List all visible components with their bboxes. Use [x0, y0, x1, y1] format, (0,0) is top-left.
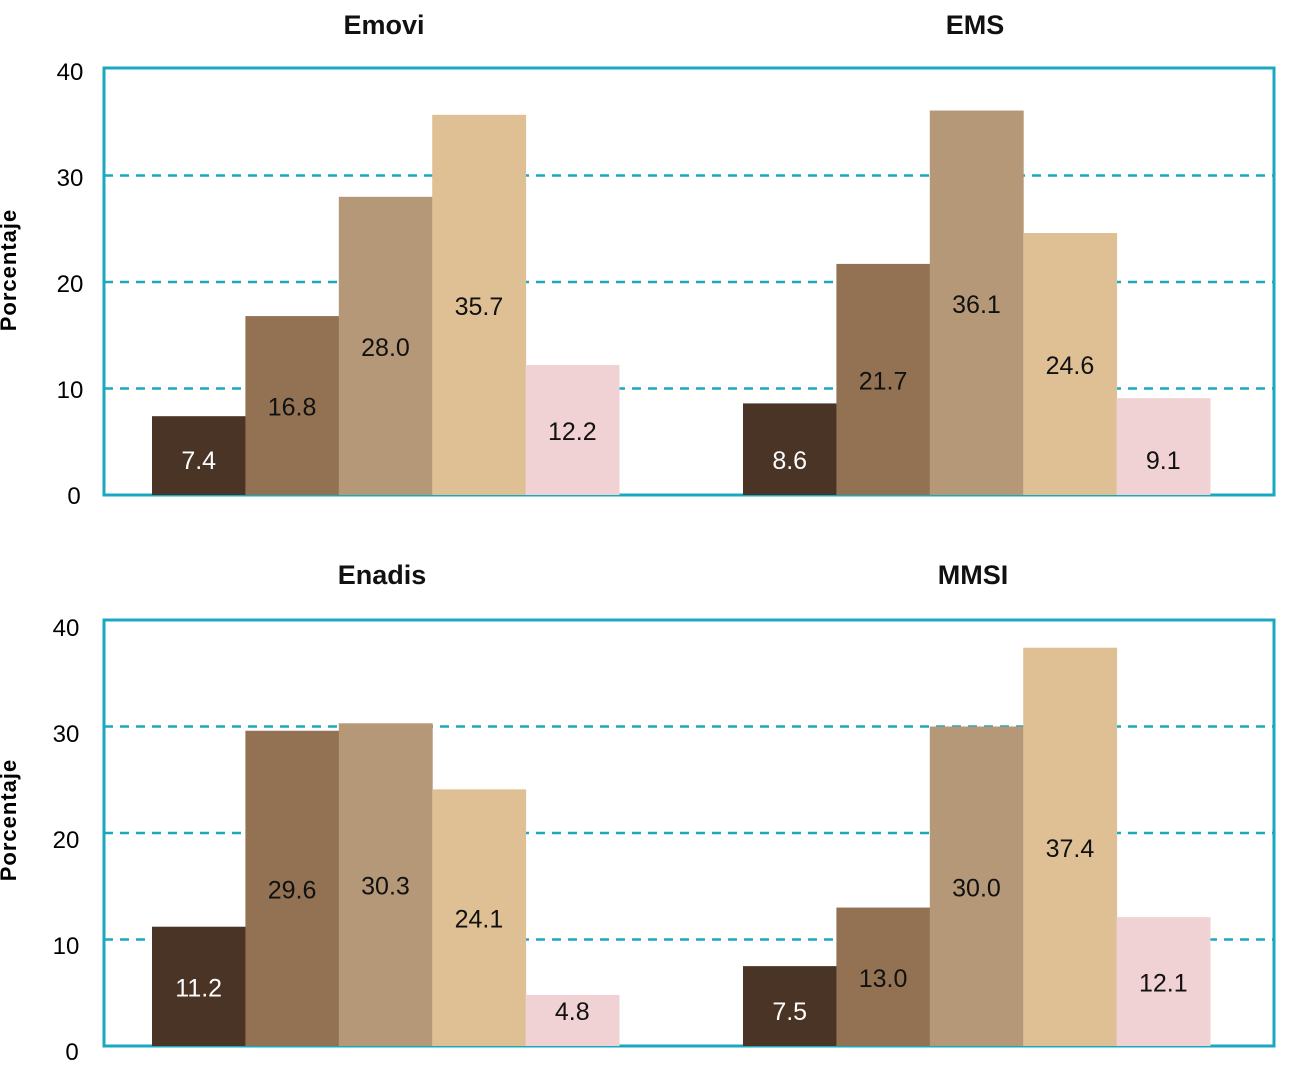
top-chart-svg: Porcentaje 40 30 20 10 0 Emovi 7.4 16.8 28…: [0, 10, 1276, 510]
mmsi-chart: MMSI 7.5 13.0 30.0 37.4 12.1: [743, 560, 1211, 1046]
data-label: 24.6: [1046, 352, 1095, 380]
y-tick-label: 40: [53, 615, 80, 642]
y-axis-label: Porcentaje: [0, 759, 21, 882]
bar: [432, 789, 527, 1046]
y-tick-label: 30: [53, 721, 80, 748]
data-label: 12.1: [1139, 970, 1188, 998]
y-tick-label: 0: [65, 1039, 78, 1066]
emovi-chart: Emovi 7.4 16.8 28.0 35.7 12.2: [152, 10, 620, 496]
data-label: 13.0: [859, 965, 908, 993]
data-label: 4.8: [555, 998, 590, 1026]
bar: [1023, 647, 1118, 1046]
bar: [836, 263, 931, 495]
bar: [152, 416, 246, 495]
bar: [338, 723, 433, 1046]
y-tick-label: 40: [57, 59, 84, 86]
bar: [525, 365, 620, 495]
data-label: 30.0: [952, 874, 1001, 902]
data-label: 11.2: [175, 974, 222, 1002]
bar: [245, 316, 340, 495]
top-chart-panel: Porcentaje 40 30 20 10 0 Emovi 7.4 16.8 28…: [0, 0, 1310, 540]
y-tick-label: 30: [57, 165, 84, 192]
y-tick-labels: 40 30 20 10 0: [53, 615, 80, 1066]
bar: [245, 730, 340, 1046]
data-label: 29.6: [268, 876, 317, 904]
plot-frame: [102, 66, 1276, 497]
bar: [1116, 398, 1211, 495]
y-tick-label: 10: [57, 377, 84, 404]
bar: [836, 907, 931, 1046]
ems-chart: EMS 8.6 21.7 36.1 24.6 9.1: [743, 10, 1211, 495]
bar: [743, 403, 837, 495]
bottom-chart-svg: Porcentaje 40 30 20 10 0 Enadis 11.2 29.6…: [0, 560, 1276, 1066]
data-label: 35.7: [455, 293, 504, 321]
chart-title-enadis: Enadis: [338, 560, 427, 590]
data-label: 28.0: [361, 334, 410, 362]
bar: [432, 114, 527, 496]
y-axis-label: Porcentaje: [0, 209, 21, 332]
y-tick-label: 20: [53, 827, 80, 854]
bar: [1116, 917, 1211, 1046]
enadis-chart: Enadis 11.2 29.6 30.3 24.1 4.8: [152, 560, 620, 1046]
data-label: 8.6: [772, 447, 807, 475]
data-label: 21.7: [859, 367, 908, 395]
data-label: 7.5: [772, 998, 807, 1026]
bar: [929, 110, 1024, 495]
data-label: 12.2: [548, 418, 597, 446]
y-tick-label: 10: [53, 933, 80, 960]
bar: [152, 926, 246, 1046]
data-label: 24.1: [455, 906, 504, 934]
y-tick-label: 0: [67, 483, 80, 510]
y-tick-label: 20: [57, 271, 84, 298]
bar: [338, 196, 433, 496]
data-label: 30.3: [361, 873, 410, 901]
data-label: 36.1: [952, 291, 1001, 319]
data-label: 9.1: [1146, 447, 1181, 475]
bar: [525, 994, 620, 1046]
chart-title-ems: EMS: [946, 10, 1005, 40]
bar: [743, 966, 837, 1046]
bar: [929, 726, 1024, 1046]
data-label: 37.4: [1046, 835, 1095, 863]
bar: [1023, 233, 1118, 495]
chart-title-emovi: Emovi: [343, 10, 424, 40]
y-tick-labels: 40 30 20 10 0: [57, 59, 84, 510]
plot-frame: [102, 618, 1276, 1048]
chart-title-mmsi: MMSI: [938, 560, 1009, 590]
data-label: 7.4: [181, 447, 216, 475]
bottom-chart-panel: Porcentaje 40 30 20 10 0 Enadis 11.2 29.6…: [0, 550, 1310, 1090]
data-label: 16.8: [268, 394, 317, 422]
